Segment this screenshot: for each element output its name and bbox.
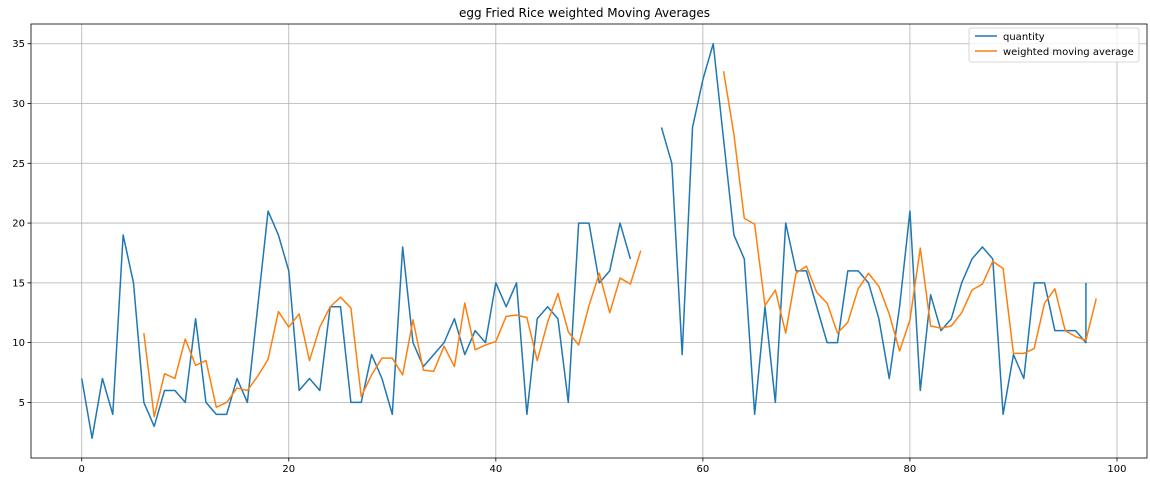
series-layer (80, 42, 1097, 440)
y-tick-label: 25 (12, 159, 25, 170)
x-tick-label: 80 (904, 464, 917, 475)
x-tick-label: 20 (282, 464, 295, 475)
series-line-quantity (80, 42, 1087, 440)
ticks: 0 20 40 60 80 100 5 10 15 20 25 30 35 (12, 39, 1126, 475)
series-line-weighted-moving-average (143, 71, 1097, 418)
legend: quantity weighted moving average (968, 27, 1140, 63)
y-tick-label: 10 (12, 338, 25, 349)
y-tick-label: 5 (19, 398, 25, 409)
x-tick-label: 60 (697, 464, 710, 475)
y-tick-label: 30 (12, 99, 25, 110)
legend-box (968, 27, 1140, 63)
x-tick-label: 100 (1107, 464, 1126, 475)
x-tick-label: 40 (489, 464, 502, 475)
grid (31, 24, 1147, 458)
x-tick-label: 0 (79, 464, 85, 475)
y-tick-label: 20 (12, 219, 25, 230)
plot-frame (30, 23, 1148, 459)
chart-title: egg Fried Rice weighted Moving Averages (459, 6, 710, 20)
legend-label-quantity: quantity (1003, 32, 1045, 43)
y-tick-label: 15 (12, 278, 25, 289)
y-tick-label: 35 (12, 39, 25, 50)
legend-label-weighted-moving-average: weighted moving average (1003, 47, 1134, 58)
